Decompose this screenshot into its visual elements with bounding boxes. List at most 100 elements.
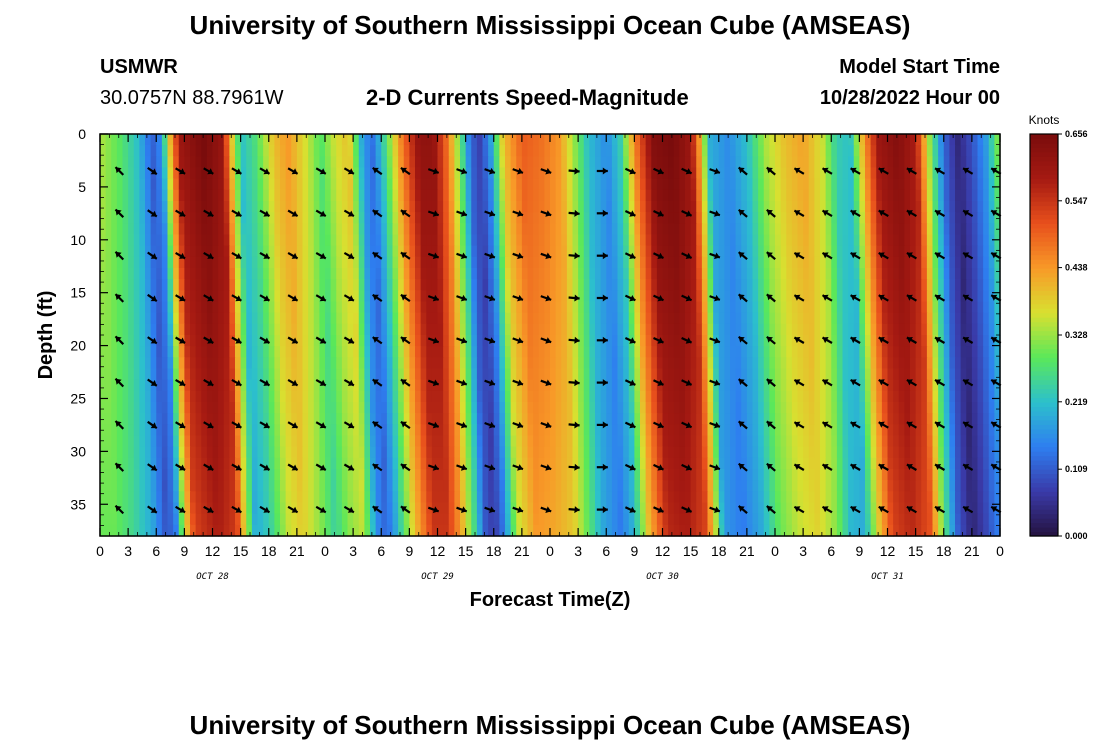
heatmap-cell [156, 156, 163, 169]
heatmap-cell [730, 178, 737, 191]
heatmap-cell [662, 335, 669, 347]
heatmap-cell [938, 301, 945, 314]
heatmap-cell [741, 323, 748, 336]
heatmap-cell [803, 223, 810, 236]
heatmap-cell [527, 301, 534, 314]
heatmap-cell [960, 446, 967, 459]
heatmap-cell [415, 279, 422, 291]
heatmap-cell [645, 156, 652, 169]
heatmap-cell [904, 279, 911, 291]
heatmap-cell [161, 256, 169, 269]
heatmap-cell [246, 480, 253, 492]
heatmap-cell [302, 402, 309, 414]
heatmap-cell [848, 402, 855, 414]
heatmap-cell [971, 323, 979, 336]
heatmap-cell [386, 201, 394, 213]
heatmap-cell [668, 379, 675, 392]
heatmap-cell [263, 245, 270, 258]
heatmap-cell [302, 167, 309, 180]
heatmap-cell [206, 390, 214, 403]
heatmap-cell [679, 245, 686, 258]
heatmap-cell [718, 335, 725, 347]
heatmap-cell [926, 312, 934, 325]
heatmap-cell [718, 346, 725, 358]
heatmap-cell [735, 346, 742, 358]
heatmap-cell [150, 134, 157, 146]
heatmap-cell [938, 279, 945, 291]
heatmap-cell [482, 145, 489, 157]
heatmap-cell [482, 379, 489, 392]
heatmap-cell [133, 212, 140, 224]
heatmap-cell [184, 346, 191, 358]
heatmap-cell [521, 390, 529, 403]
heatmap-cell [313, 446, 320, 459]
heatmap-cell [578, 234, 585, 247]
heatmap-cell [769, 446, 776, 459]
heatmap-cell [353, 134, 360, 146]
heatmap-cell [133, 156, 140, 169]
heatmap-cell [893, 435, 900, 448]
heatmap-cell [173, 301, 180, 314]
heatmap-cell [988, 156, 995, 169]
heatmap-cell [662, 323, 669, 336]
heatmap-cell [139, 134, 146, 146]
heatmap-cell [274, 469, 281, 481]
heatmap-cell [409, 379, 416, 392]
heatmap-cell [386, 346, 394, 358]
heatmap-cell [645, 323, 652, 336]
heatmap-cell [578, 346, 585, 358]
heatmap-cell [803, 346, 810, 358]
heatmap-cell [983, 413, 990, 425]
heatmap-cell [460, 312, 467, 325]
heatmap-cell [190, 368, 197, 381]
heatmap-cell [730, 290, 737, 303]
heatmap-cell [955, 245, 962, 258]
heatmap-cell [741, 245, 748, 258]
heatmap-cell [206, 245, 214, 258]
heatmap-cell [330, 335, 337, 347]
heatmap-cell [257, 424, 264, 437]
heatmap-cell [848, 469, 855, 481]
heatmap-cell [139, 223, 146, 236]
heatmap-cell [420, 424, 427, 437]
heatmap-cell [836, 346, 844, 358]
heatmap-cell [859, 134, 866, 146]
heatmap-cell [763, 435, 770, 448]
heatmap-cell [246, 413, 253, 425]
heatmap-cell [240, 312, 247, 325]
heatmap-cell [550, 189, 557, 202]
heatmap-cell [426, 189, 433, 202]
heatmap-cell [971, 178, 979, 191]
heatmap-cell [223, 189, 230, 202]
heatmap-cell [145, 446, 152, 459]
heatmap-cell [859, 178, 866, 191]
heatmap-cell [730, 368, 737, 381]
heatmap-cell [836, 189, 844, 202]
heatmap-cell [336, 335, 343, 347]
heatmap-cell [398, 201, 405, 213]
heatmap-cell [116, 212, 124, 224]
heatmap-cell [628, 223, 635, 236]
heatmap-cell [263, 312, 270, 325]
heatmap-cell [960, 312, 967, 325]
heatmap-cell [904, 390, 911, 403]
heatmap-cell [505, 312, 512, 325]
heatmap-cell [330, 379, 337, 392]
heatmap-cell [280, 167, 287, 180]
heatmap-cell [910, 290, 917, 303]
heatmap-cell [493, 301, 500, 314]
heatmap-cell [842, 290, 849, 303]
heatmap-cell [150, 145, 157, 157]
heatmap-cell [600, 435, 607, 448]
heatmap-cell [364, 245, 371, 258]
heatmap-cell [330, 424, 337, 437]
heatmap-cell [853, 245, 860, 258]
heatmap-cell [274, 290, 281, 303]
heatmap-cell [499, 469, 506, 481]
heatmap-cell [145, 469, 152, 481]
heatmap-cell [184, 335, 191, 347]
heatmap-cell [521, 323, 529, 336]
heatmap-cell [229, 256, 236, 269]
heatmap-cell [758, 145, 765, 157]
heatmap-cell [420, 323, 427, 336]
